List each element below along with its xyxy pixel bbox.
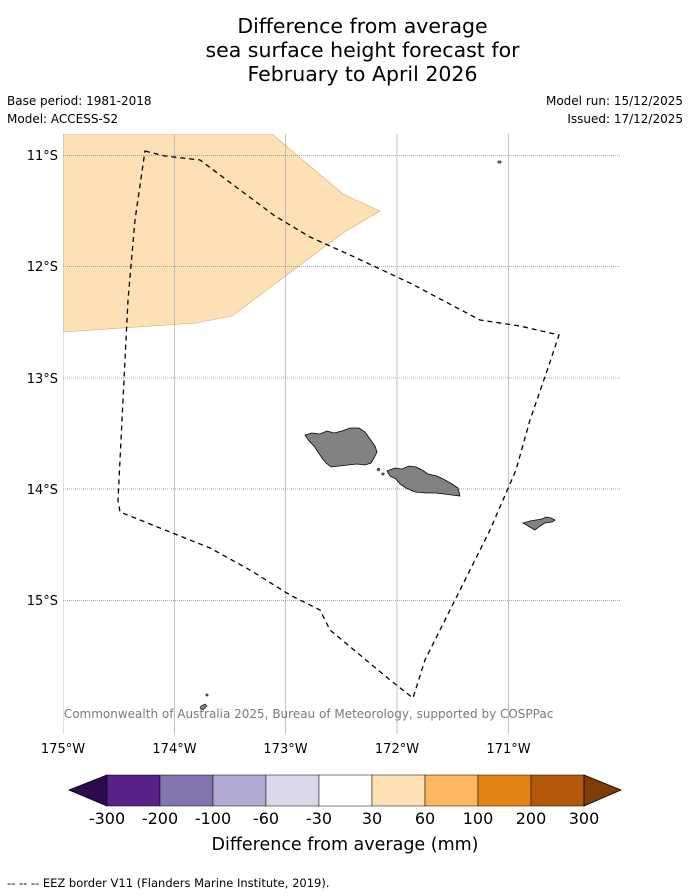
island-south-speck: [205, 693, 209, 697]
copyright-text: © Commonwealth of Australia 2025, Bureau…: [48, 707, 553, 721]
colorbar-tick: -30: [306, 809, 332, 828]
island-savaii: [304, 427, 378, 468]
lat-label: 11°S: [27, 149, 58, 164]
lat-label: 14°S: [27, 483, 58, 498]
lon-label: 174°W: [152, 742, 196, 757]
lat-label: 12°S: [27, 260, 58, 275]
lon-label: 175°W: [41, 742, 85, 757]
island-swains: [497, 160, 502, 164]
title-line-2: sea surface height forecast for: [205, 38, 520, 62]
colorbar-tick: 300: [569, 809, 600, 828]
issued-label: Issued: 17/12/2025: [567, 112, 683, 126]
colorbar-tick: -100: [195, 809, 231, 828]
colorbar-bin: [371, 774, 426, 807]
colorbar-bin: [530, 774, 585, 807]
eez-border: [117, 150, 560, 700]
colorbar-tick: 60: [415, 809, 435, 828]
colorbar-bin: [106, 774, 161, 807]
colorbar-bin: [159, 774, 214, 807]
map-area: © Commonwealth of Australia 2025, Bureau…: [48, 134, 620, 734]
colorbar-under-arrow: [67, 774, 108, 807]
colorbar-tick: 100: [463, 809, 494, 828]
colorbar: -300 -200 -100 -60 -30 30 60 100 200 300…: [67, 774, 623, 855]
title-line-1: Difference from average: [237, 14, 488, 38]
colorbar-bin: [212, 774, 267, 807]
lat-label: 13°S: [27, 372, 58, 387]
colorbar-tick: -60: [253, 809, 279, 828]
model-run-label: Model run: 15/12/2025: [545, 94, 683, 108]
lon-label: 172°W: [375, 742, 419, 757]
island-small-channel: [381, 472, 385, 476]
colorbar-tick: -200: [142, 809, 178, 828]
lon-label: 171°W: [486, 742, 530, 757]
colorbar-tick: 200: [516, 809, 547, 828]
eez-legend-footnote: -- -- -- EEZ border V11 (Flanders Marine…: [7, 876, 330, 890]
island-small-channel: [376, 467, 381, 472]
chart-title: Difference from average sea surface heig…: [0, 14, 690, 86]
island-upolu: [386, 465, 461, 497]
colorbar-tick: -300: [89, 809, 125, 828]
base-period-label: Base period: 1981-2018: [7, 94, 152, 108]
colorbar-title: Difference from average (mm): [211, 835, 478, 855]
colorbar-bin: [318, 774, 373, 807]
anomaly-region-30-60: [63, 134, 381, 333]
lat-label: 15°S: [27, 594, 58, 609]
colorbar-bin: [265, 774, 320, 807]
title-line-3: February to April 2026: [247, 62, 478, 86]
colorbar-tick: 30: [362, 809, 382, 828]
model-label: Model: ACCESS-S2: [7, 112, 119, 126]
lon-label: 173°W: [263, 742, 307, 757]
colorbar-over-arrow: [583, 774, 623, 807]
island-tutuila: [521, 516, 556, 531]
colorbar-bin: [424, 774, 479, 807]
colorbar-bin: [477, 774, 532, 807]
island-south-speck: [199, 703, 208, 711]
